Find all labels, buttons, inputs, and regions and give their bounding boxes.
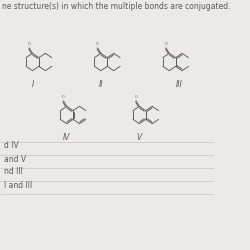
Text: l and III: l and III (4, 180, 32, 190)
Text: O: O (164, 42, 167, 46)
Text: O: O (28, 42, 30, 46)
Text: I: I (31, 80, 34, 89)
Text: IV: IV (63, 133, 70, 142)
Text: III: III (176, 80, 183, 89)
Text: d IV: d IV (4, 142, 19, 150)
Text: O: O (96, 42, 99, 46)
Text: and V: and V (4, 154, 26, 164)
Text: II: II (98, 80, 103, 89)
Text: nd III: nd III (4, 168, 23, 176)
Text: V: V (137, 133, 142, 142)
Text: O: O (62, 94, 65, 98)
Text: O: O (134, 94, 137, 98)
Text: ne structure(s) in which the multiple bonds are conjugated.: ne structure(s) in which the multiple bo… (2, 2, 230, 11)
